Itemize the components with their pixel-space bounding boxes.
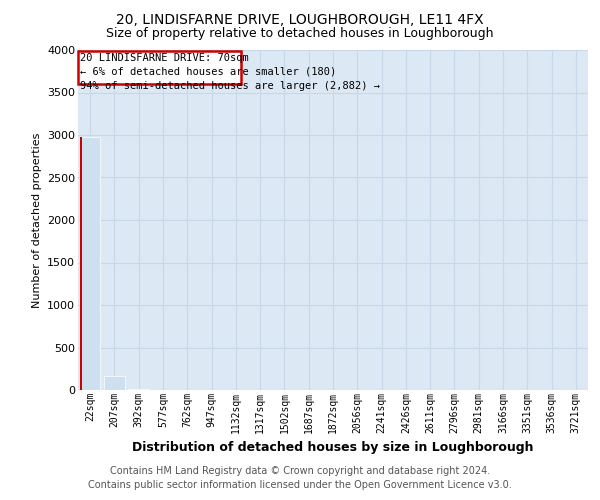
Bar — [128, 389, 149, 390]
Text: Size of property relative to detached houses in Loughborough: Size of property relative to detached ho… — [106, 28, 494, 40]
Text: 20 LINDISFARNE DRIVE: 70sqm
← 6% of detached houses are smaller (180)
94% of sem: 20 LINDISFARNE DRIVE: 70sqm ← 6% of deta… — [80, 52, 380, 90]
Bar — [79, 51, 241, 84]
Y-axis label: Number of detached properties: Number of detached properties — [32, 132, 41, 308]
Bar — [80, 136, 82, 390]
Text: 20, LINDISFARNE DRIVE, LOUGHBOROUGH, LE11 4FX: 20, LINDISFARNE DRIVE, LOUGHBOROUGH, LE1… — [116, 12, 484, 26]
Bar — [80, 136, 100, 390]
Text: Contains HM Land Registry data © Crown copyright and database right 2024.
Contai: Contains HM Land Registry data © Crown c… — [88, 466, 512, 490]
X-axis label: Distribution of detached houses by size in Loughborough: Distribution of detached houses by size … — [132, 441, 534, 454]
Bar — [104, 376, 125, 390]
